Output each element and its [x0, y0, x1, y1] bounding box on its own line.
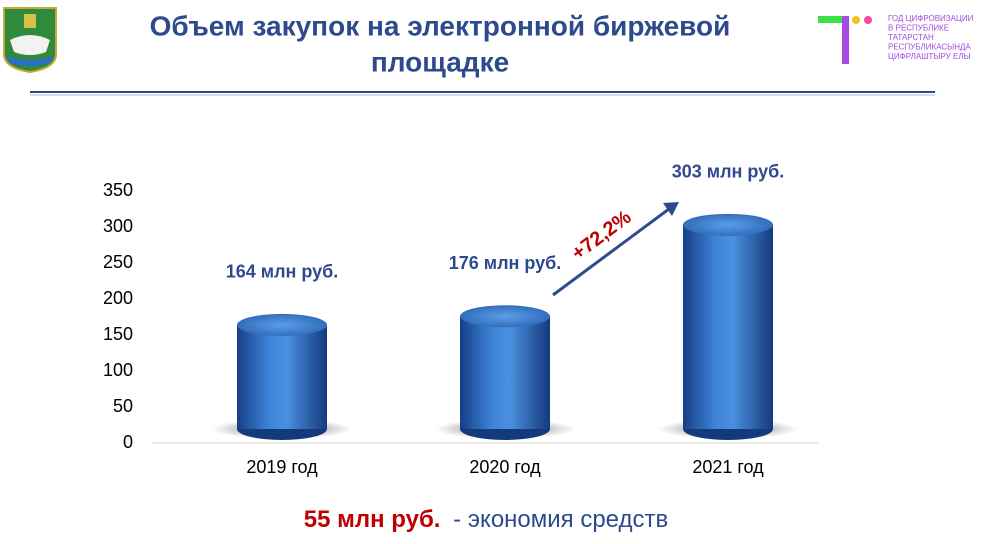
bar	[237, 324, 327, 429]
logo-text: ТАТАРСТАН	[888, 33, 934, 42]
y-tick-label: 300	[103, 216, 133, 236]
bar	[683, 224, 773, 429]
growth-arrow	[552, 204, 674, 297]
footer: 55 млн руб. - экономия средств	[304, 506, 669, 533]
value-label: 164 млн руб.	[226, 262, 339, 282]
footer-amount: 55 млн руб.	[304, 506, 441, 533]
x-tick-label: 2021 год	[692, 457, 764, 477]
growth-label: +72,2%	[568, 206, 636, 265]
y-tick-label: 150	[103, 324, 133, 344]
y-tick-label: 50	[113, 396, 133, 416]
logo-text: РЕСПУБЛИКАСЫНДА	[888, 43, 971, 52]
logo-text: В РЕСПУБЛИКЕ	[888, 24, 949, 33]
logo-text: ГОД ЦИФРОВИЗАЦИИ	[888, 14, 974, 23]
x-tick-label: 2019 год	[246, 457, 318, 477]
y-tick-label: 100	[103, 360, 133, 380]
y-tick-label: 250	[103, 252, 133, 272]
growth-arrow-head	[663, 202, 679, 216]
x-tick-label: 2020 год	[469, 457, 541, 477]
logo-text: ЦИФРЛАШТЫРУ ЕЛЫ	[888, 52, 971, 61]
title: площадке	[371, 46, 509, 77]
bar	[460, 316, 550, 429]
y-tick-label: 0	[123, 432, 133, 452]
value-label: 303 млн руб.	[672, 162, 785, 182]
bar-top	[460, 305, 550, 328]
digital-year-logo	[818, 16, 872, 64]
title: Объем закупок на электронной биржевой	[150, 10, 731, 41]
bar-top	[683, 213, 773, 236]
emblem	[3, 7, 57, 74]
y-tick-label: 350	[103, 180, 133, 200]
value-label: 176 млн руб.	[449, 253, 562, 273]
bar-top	[237, 313, 327, 336]
footer-text: - экономия средств	[453, 506, 668, 533]
y-tick-label: 200	[103, 288, 133, 308]
